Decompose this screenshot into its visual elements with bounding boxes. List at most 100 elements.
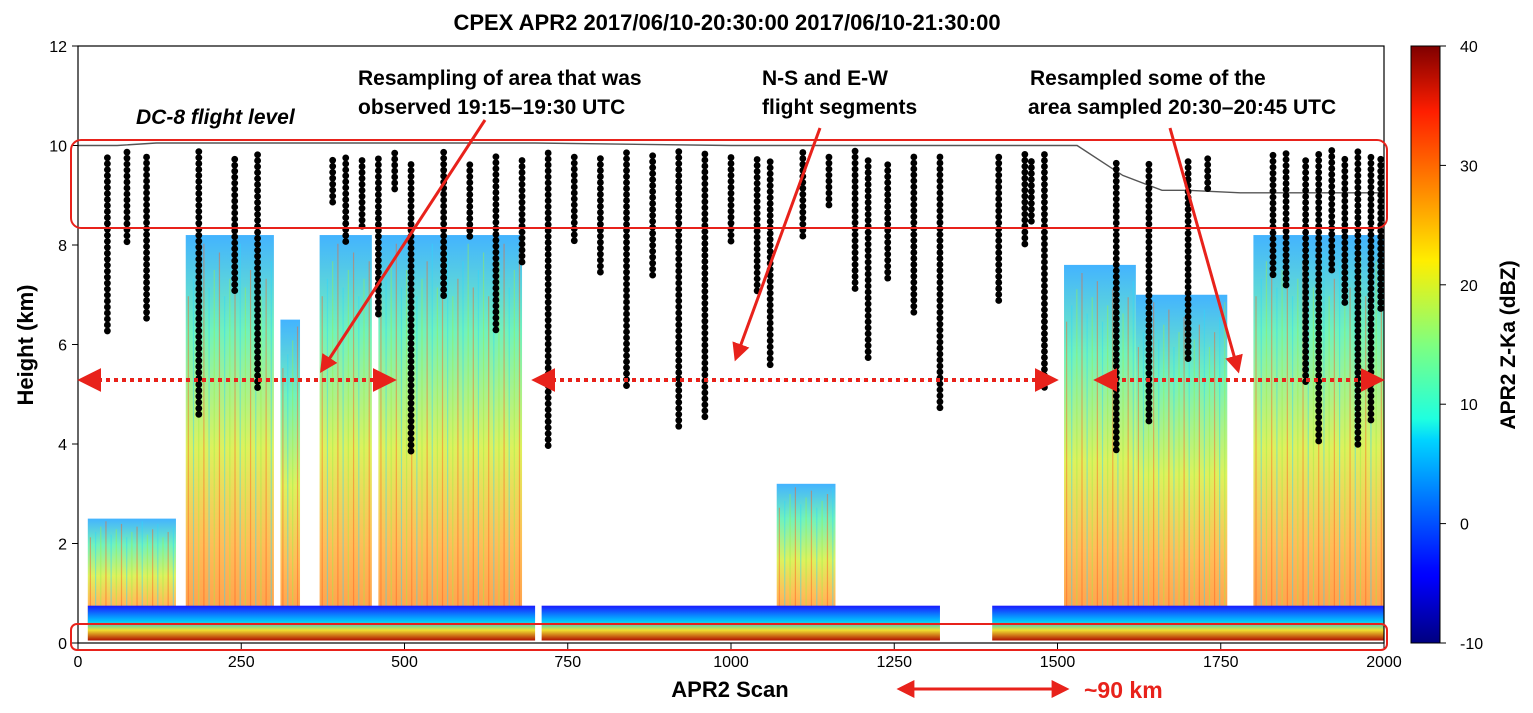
cloud-top-dot [103,208,111,215]
cloud-top-dot [649,164,657,172]
cloud-top-dot [701,162,709,170]
cloud-top-dot [1354,387,1362,395]
cloud-top-dot [1367,189,1375,197]
cloud-top-dot [1204,173,1212,181]
cloud-top-dot [407,190,415,198]
cloud-top-dot [623,209,630,216]
cloud-top-dot [1041,228,1048,236]
cloud-top-dot [1282,239,1290,247]
cloud-top-dot [570,195,578,203]
cloud-top-dot [1354,434,1362,442]
cloud-top-dot [649,182,657,189]
cloud-top-dot [231,287,239,295]
cloud-top-dot [1112,404,1120,412]
cloud-top-dot [623,328,630,336]
cloud-top-dot [936,243,944,250]
cloud-top-dot [753,209,761,217]
cloud-top-dot [342,190,350,198]
cloud-top-dot [103,279,111,287]
cloud-top-dot [1041,336,1048,343]
cloud-top-dot [1315,228,1323,236]
cloud-top-dot [1377,299,1385,306]
cloud-top-dot [701,228,709,236]
cloud-top-dot [864,312,872,320]
cloud-top-dot [1341,287,1349,294]
cloud-top-dot [701,174,709,182]
cloud-top-dot [374,304,382,312]
cloud-top-dot [440,280,448,288]
cloud-top-dot [701,180,709,188]
cloud-top-dot [1145,256,1153,264]
cloud-top-dot [518,186,526,194]
cloud-top-dot [103,237,111,245]
cloud-top-dot [440,202,448,210]
cloud-top-dot [701,383,709,391]
cloud-top-dot [195,231,203,239]
cloud-top-dot [623,358,630,366]
cloud-top-dot [701,264,709,271]
cloud-top-dot [649,152,657,160]
cloud-top-dot [492,320,500,328]
cloud-top-dot [195,154,203,162]
cloud-top-dot [254,258,261,266]
cloud-top-dot [1367,368,1375,376]
cloud-top-dot [1112,440,1120,448]
cloud-top-dot [254,336,261,344]
cloud-top-dot [1282,245,1290,253]
cloud-top-dot [1354,339,1362,347]
cloud-top-dot [753,263,761,271]
cloud-top-dot [342,178,350,186]
colorbar-label: APR2 Z-Ka (dBZ) [1497,260,1520,429]
echo-column [776,483,836,624]
cloud-top-dot [1112,255,1120,263]
cloud-top-dot [231,257,239,265]
cloud-top-dot [123,166,131,174]
cloud-top-dot [254,199,261,206]
cloud-top-dot [103,190,111,198]
cloud-top-dot [864,157,872,165]
cloud-top-dot [1041,151,1048,158]
cloud-top-dot [254,372,261,380]
cloud-top-dot [143,314,150,322]
cloud-top-dot [675,184,683,191]
cloud-top-dot [1145,328,1153,335]
cloud-top-dot [195,160,203,167]
cloud-top-dot [936,398,944,406]
cloud-top-dot [1145,250,1153,258]
cloud-top-dot [1328,266,1336,274]
cloud-top-dot [1112,398,1120,406]
cloud-top-dot [143,159,150,167]
cloud-top-dot [851,279,859,286]
cloud-top-dot [864,336,872,344]
cloud-top-dot [597,262,604,270]
cloud-top-dot [374,262,382,270]
cloud-top-dot [1184,247,1192,255]
cloud-top-dot [1112,315,1120,322]
cloud-top-dot [910,219,918,227]
cloud-top-dot [103,297,111,305]
cloud-top-dot [103,285,111,293]
cloud-top-dot [1367,416,1375,424]
cloud-top-dot [1269,229,1277,237]
colorbar-tick-label: 10 [1460,397,1478,414]
cloud-top-dot [440,268,448,276]
cloud-top-dot [1328,171,1336,178]
cloud-top-dot [518,210,526,218]
cloud-top-dot [195,148,203,156]
cloud-top-dot [649,200,657,207]
cloud-top-dot [1204,155,1212,163]
cloud-top-dot [1377,203,1385,211]
cloud-top-dot [995,219,1003,227]
cloud-top-dot [1354,428,1362,436]
cloud-top-dot [701,317,709,325]
cloud-top-dot [623,262,630,270]
cloud-top-dot [766,158,774,166]
cloud-top-dot [544,424,552,432]
cloud-top-dot [1021,228,1029,236]
cloud-top-dot [1145,292,1153,300]
cloud-top-dot [440,148,448,156]
cloud-top-dot [1041,169,1048,176]
cloud-top-dot [623,179,630,187]
cloud-top-dot [910,308,918,316]
cloud-top-dot [1302,306,1310,314]
